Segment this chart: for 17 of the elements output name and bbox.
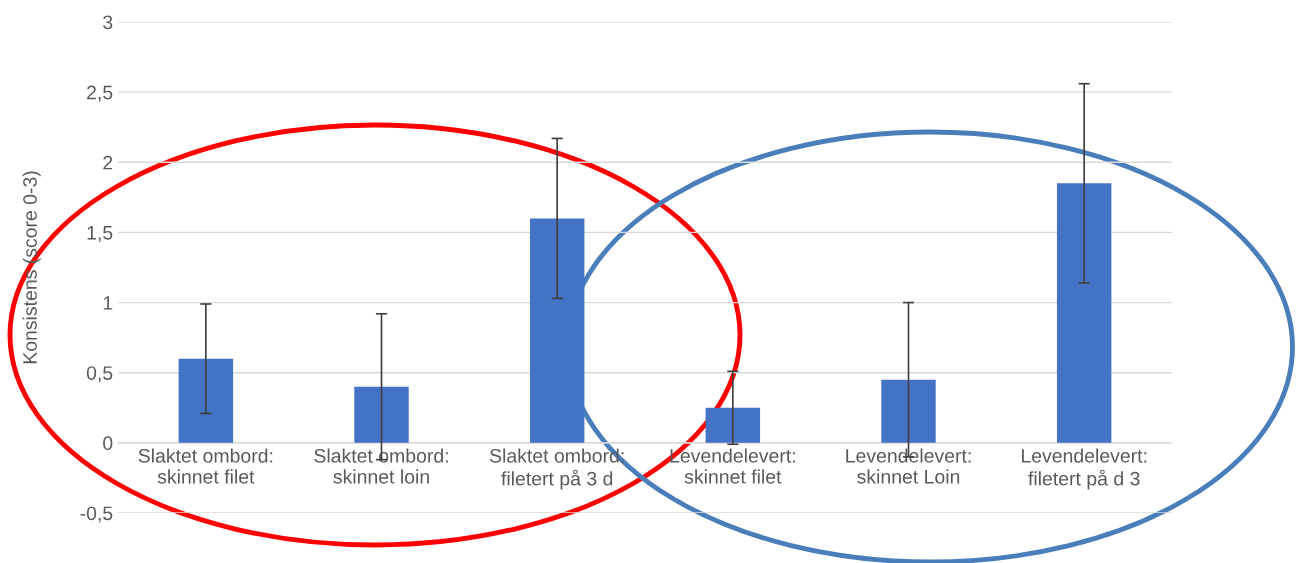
y-tick-label: 1 <box>103 296 113 310</box>
x-tick-label: Levendelevert: skinnet Loin <box>846 448 971 484</box>
y-tick-label: 2 <box>103 155 113 170</box>
y-tick-label: -0,5 <box>80 506 113 523</box>
y-tick-label: 2,5 <box>87 85 113 102</box>
bar <box>1056 183 1112 443</box>
x-tick-label: Slaktet ombord: skinnet filet <box>138 448 273 484</box>
x-tick-label: Levendelevert: filetert på d 3 <box>1021 448 1147 490</box>
y-tick-label: 0,5 <box>86 366 113 383</box>
bar <box>354 386 409 443</box>
bar <box>881 379 936 443</box>
bar <box>705 407 761 443</box>
y-tick-label: 1,5 <box>87 226 113 242</box>
y-axis-title: Konsistens (score 0-3) <box>22 171 41 364</box>
bar <box>178 358 234 443</box>
y-tick-label: 3 <box>103 15 113 30</box>
y-tick-label: 0 <box>103 436 113 451</box>
